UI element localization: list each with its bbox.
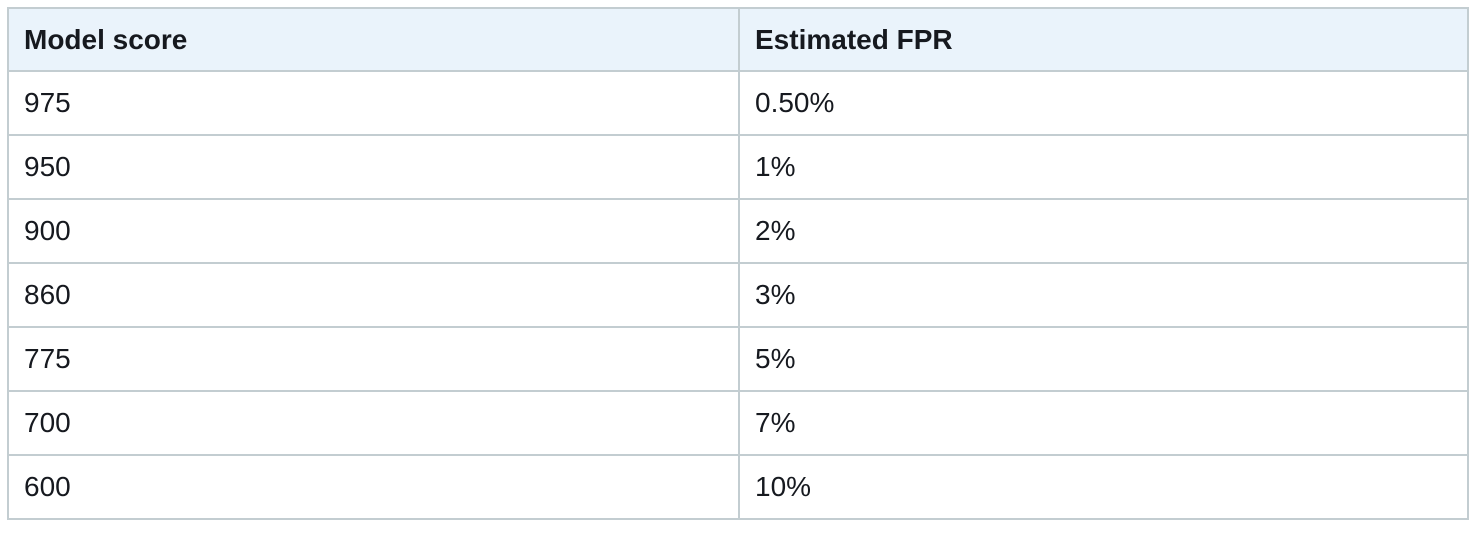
table-row: 950 1% (7, 134, 1469, 200)
table-row: 775 5% (7, 326, 1469, 392)
cell-model-score: 775 (7, 326, 740, 392)
cell-estimated-fpr: 10% (738, 454, 1469, 520)
cell-estimated-fpr: 3% (738, 262, 1469, 328)
table-row: 600 10% (7, 454, 1469, 520)
cell-model-score: 900 (7, 198, 740, 264)
cell-model-score: 975 (7, 70, 740, 136)
cell-model-score: 860 (7, 262, 740, 328)
cell-estimated-fpr: 7% (738, 390, 1469, 456)
table-row: 860 3% (7, 262, 1469, 328)
cell-estimated-fpr: 5% (738, 326, 1469, 392)
table-row: 900 2% (7, 198, 1469, 264)
cell-estimated-fpr: 0.50% (738, 70, 1469, 136)
cell-estimated-fpr: 1% (738, 134, 1469, 200)
table-row: 700 7% (7, 390, 1469, 456)
header-model-score: Model score (7, 7, 740, 72)
cell-model-score: 700 (7, 390, 740, 456)
score-fpr-table-container: Model score Estimated FPR 975 0.50% 950 … (7, 7, 1469, 520)
header-estimated-fpr: Estimated FPR (738, 7, 1469, 72)
cell-estimated-fpr: 2% (738, 198, 1469, 264)
cell-model-score: 950 (7, 134, 740, 200)
score-fpr-table: Model score Estimated FPR 975 0.50% 950 … (7, 7, 1469, 520)
table-row: 975 0.50% (7, 70, 1469, 136)
table-header-row: Model score Estimated FPR (7, 7, 1469, 72)
cell-model-score: 600 (7, 454, 740, 520)
